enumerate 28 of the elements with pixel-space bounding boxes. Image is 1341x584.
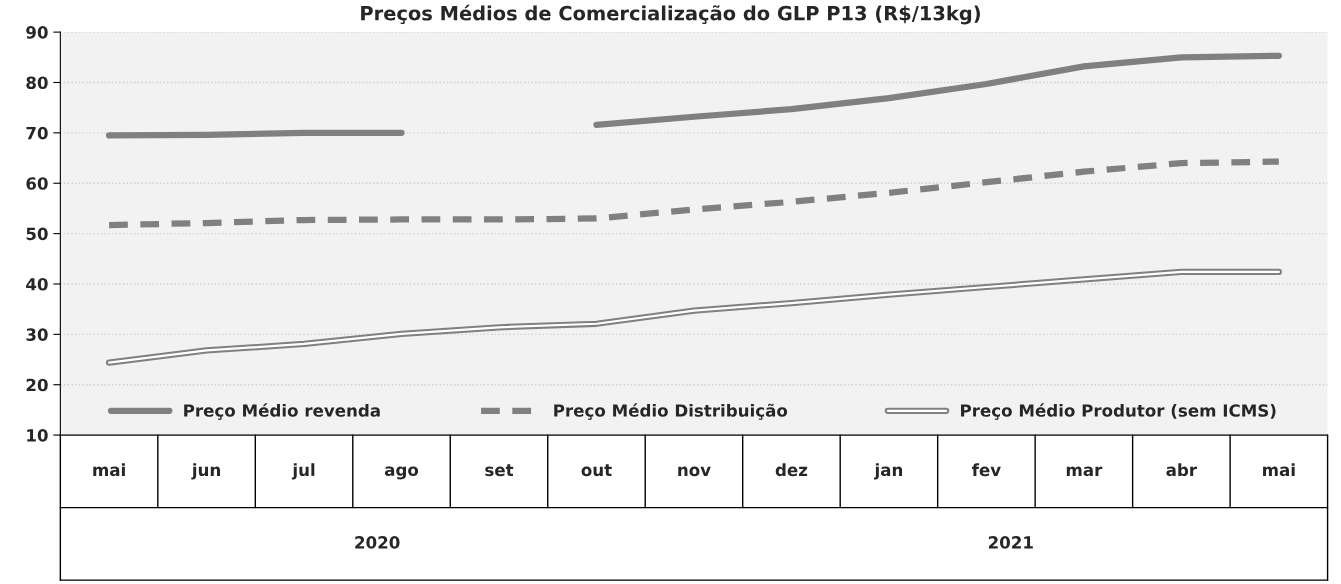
x-tick-label: jul [291,463,315,480]
y-tick-label: 50 [26,227,48,241]
x-tick-label: dez [775,463,808,477]
x-tick-label: jun [191,463,220,480]
x-tick-label: ago [384,466,419,480]
y-tick-label: 90 [26,26,48,39]
x-tick-label: abr [1166,463,1198,477]
x-tick-label: set [485,464,514,477]
y-tick-label: 80 [26,76,48,90]
x-tick-label: mai [1263,463,1295,477]
text: 2020 [355,536,400,549]
y-tick-label: 20 [26,378,48,392]
y-tick-label: 30 [26,328,48,341]
y-tick-label: 70 [26,126,48,140]
x-tick-label: jan [873,463,903,480]
x-tick-label: out [581,464,612,477]
y-tick-label: 60 [26,177,48,190]
chart-title: Preços Médios de Comercialização do GLP P13 (R$/13kg) [361,4,980,25]
x-tick-label: nov [678,466,711,477]
legend-label: Preço Médio Produtor (sem ICMS) [961,403,1276,420]
y-tick-label: 40 [26,277,48,291]
y-tick-label: 10 [27,429,48,442]
legend-label: Preço Médio revenda [184,403,380,420]
x-tick-label: mar [1066,466,1103,477]
x-tick-label: fev [972,463,1001,477]
text: 2021 [988,536,1033,549]
legend-label: Preço Médio Distribuição [554,403,788,420]
x-tick-label: mai [93,463,125,477]
